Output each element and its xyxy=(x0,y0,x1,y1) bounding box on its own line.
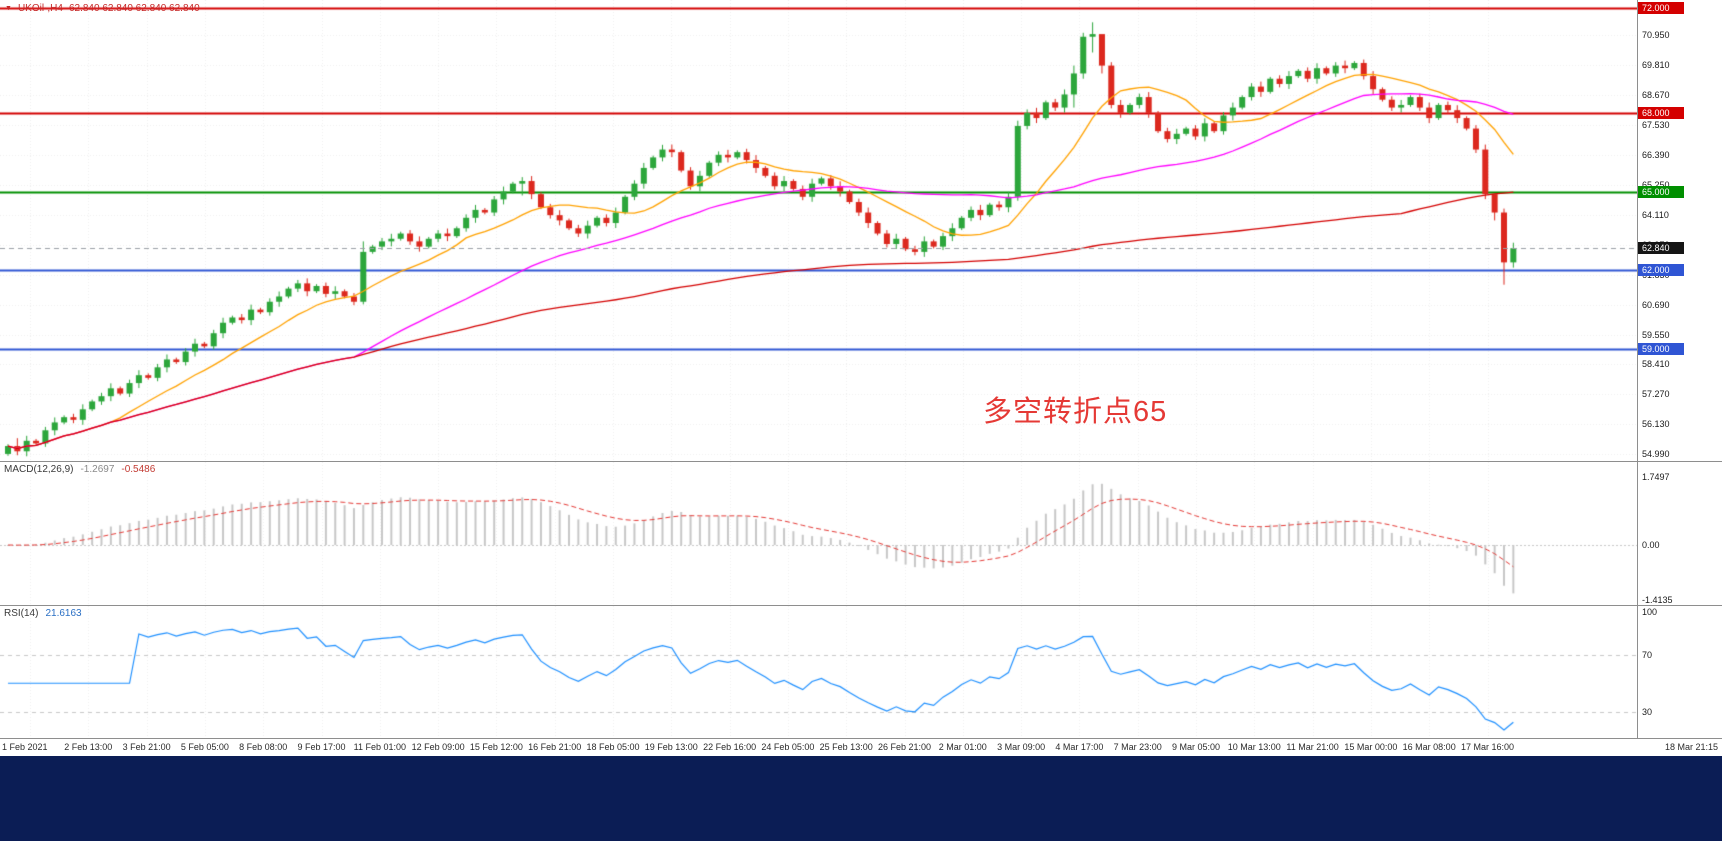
price-level-badge[interactable]: 62.000 xyxy=(1638,264,1684,277)
chart-annotation-text[interactable]: 多空转折点65 xyxy=(983,396,1168,428)
time-axis-label: 10 Mar 13:00 xyxy=(1227,742,1281,752)
time-axis-label: 16 Feb 21:00 xyxy=(528,742,582,752)
time-axis-label: 22 Feb 16:00 xyxy=(703,742,757,752)
time-axis-label: 5 Feb 05:00 xyxy=(180,742,229,752)
rsi-axis-label: 100 xyxy=(1642,607,1658,617)
chart-title: ▼ UKOil·,H4 62.840 62.840 62.840 62.840 xyxy=(5,3,200,14)
price-tick-label: 66.390 xyxy=(1642,150,1670,161)
price-tick-label: 69.810 xyxy=(1642,60,1670,71)
macd-axis-label: 1.7497 xyxy=(1642,471,1670,482)
price-tick-label: 56.130 xyxy=(1642,419,1670,430)
price-axis-separator xyxy=(1637,0,1638,738)
price-level-badge[interactable]: 68.000 xyxy=(1638,106,1684,119)
time-axis-separator xyxy=(0,738,1722,739)
macd-indicator-label: MACD(12,26,9) -1.2697 -0.5486 xyxy=(4,464,155,475)
macd-axis-label: -1.4135 xyxy=(1642,594,1673,605)
time-axis-label: 11 Feb 01:00 xyxy=(353,742,406,752)
macd-panel-canvas[interactable] xyxy=(0,462,1637,605)
price-tick-label: 70.950 xyxy=(1642,30,1670,41)
time-axis-label: 1 Feb 2021 xyxy=(2,742,48,752)
macd-main-value: -1.2697 xyxy=(80,464,115,475)
time-axis-label: 8 Feb 08:00 xyxy=(239,742,288,752)
time-axis-label: 25 Feb 13:00 xyxy=(819,742,873,752)
time-axis-label: 4 Mar 17:00 xyxy=(1055,742,1104,752)
price-tick-label: 57.270 xyxy=(1642,389,1670,400)
rsi-panel-separator[interactable] xyxy=(0,605,1722,606)
rsi-indicator-label: RSI(14) 21.6163 xyxy=(4,608,82,619)
price-tick-label: 54.990 xyxy=(1642,449,1670,460)
price-level-badge[interactable]: 65.000 xyxy=(1638,185,1684,198)
bottom-panel xyxy=(0,756,1722,841)
price-tick-label: 59.550 xyxy=(1642,329,1670,340)
rsi-axis-label: 70 xyxy=(1642,649,1653,660)
price-tick-label: 65.250 xyxy=(1642,180,1670,190)
price-tick-label: 64.110 xyxy=(1642,209,1669,220)
current-price-badge[interactable]: 62.840 xyxy=(1638,242,1684,255)
time-axis-label: 18 Feb 05:00 xyxy=(586,742,640,752)
time-axis-label: 19 Feb 13:00 xyxy=(644,742,698,752)
time-axis-label: 18 Mar 21:15 xyxy=(1664,742,1718,752)
macd-name-label: MACD(12,26,9) xyxy=(4,464,74,475)
time-axis-label: 26 Feb 21:00 xyxy=(877,742,932,752)
symbol-timeframe-label: UKOil·,H4 xyxy=(17,3,63,14)
rsi-name-label: RSI(14) xyxy=(4,608,39,619)
time-axis-label: 9 Feb 17:00 xyxy=(297,742,346,752)
macd-panel-separator[interactable] xyxy=(0,461,1722,462)
downtick-icon: ▼ xyxy=(5,4,12,12)
price-level-badge[interactable]: 59.000 xyxy=(1638,342,1684,355)
rsi-panel-canvas[interactable] xyxy=(0,606,1637,738)
time-axis-label: 12 Feb 09:00 xyxy=(411,742,465,752)
rsi-value: 21.6163 xyxy=(45,608,82,619)
time-axis-label: 9 Mar 05:00 xyxy=(1171,742,1221,752)
time-axis-label: 15 Feb 12:00 xyxy=(469,742,523,752)
time-axis-label: 24 Feb 05:00 xyxy=(761,742,815,752)
price-chart-canvas[interactable] xyxy=(0,0,1637,461)
time-axis-label: 3 Feb 21:00 xyxy=(122,742,171,752)
time-axis-label: 15 Mar 00:00 xyxy=(1344,742,1398,752)
time-axis-label: 2 Mar 01:00 xyxy=(938,742,987,752)
time-axis-label: 11 Mar 21:00 xyxy=(1286,742,1339,752)
time-axis-label: 2 Feb 13:00 xyxy=(64,742,113,752)
time-axis[interactable]: 1 Feb 2021 2 Feb 13:00 3 Feb 21:00 5 Feb 05… xyxy=(0,739,1722,756)
price-tick-label: 67.530 xyxy=(1642,120,1670,131)
price-level-badge[interactable]: 72.000 xyxy=(1638,1,1684,14)
price-tick-label: 60.690 xyxy=(1642,299,1670,310)
time-axis-label: 7 Mar 23:00 xyxy=(1113,742,1162,752)
time-axis-label: 3 Mar 09:00 xyxy=(997,742,1046,752)
time-axis-label: 17 Mar 16:00 xyxy=(1460,742,1515,752)
time-axis-label: 16 Mar 08:00 xyxy=(1402,742,1456,752)
price-tick-label: 68.670 xyxy=(1642,90,1670,101)
macd-signal-value: -0.5486 xyxy=(121,464,156,475)
price-tick-label: 58.410 xyxy=(1642,359,1670,370)
ohlc-values-label: 62.840 62.840 62.840 62.840 xyxy=(68,3,200,14)
rsi-axis-label: 30 xyxy=(1642,706,1653,717)
macd-axis-label: 0.00 xyxy=(1642,540,1660,550)
